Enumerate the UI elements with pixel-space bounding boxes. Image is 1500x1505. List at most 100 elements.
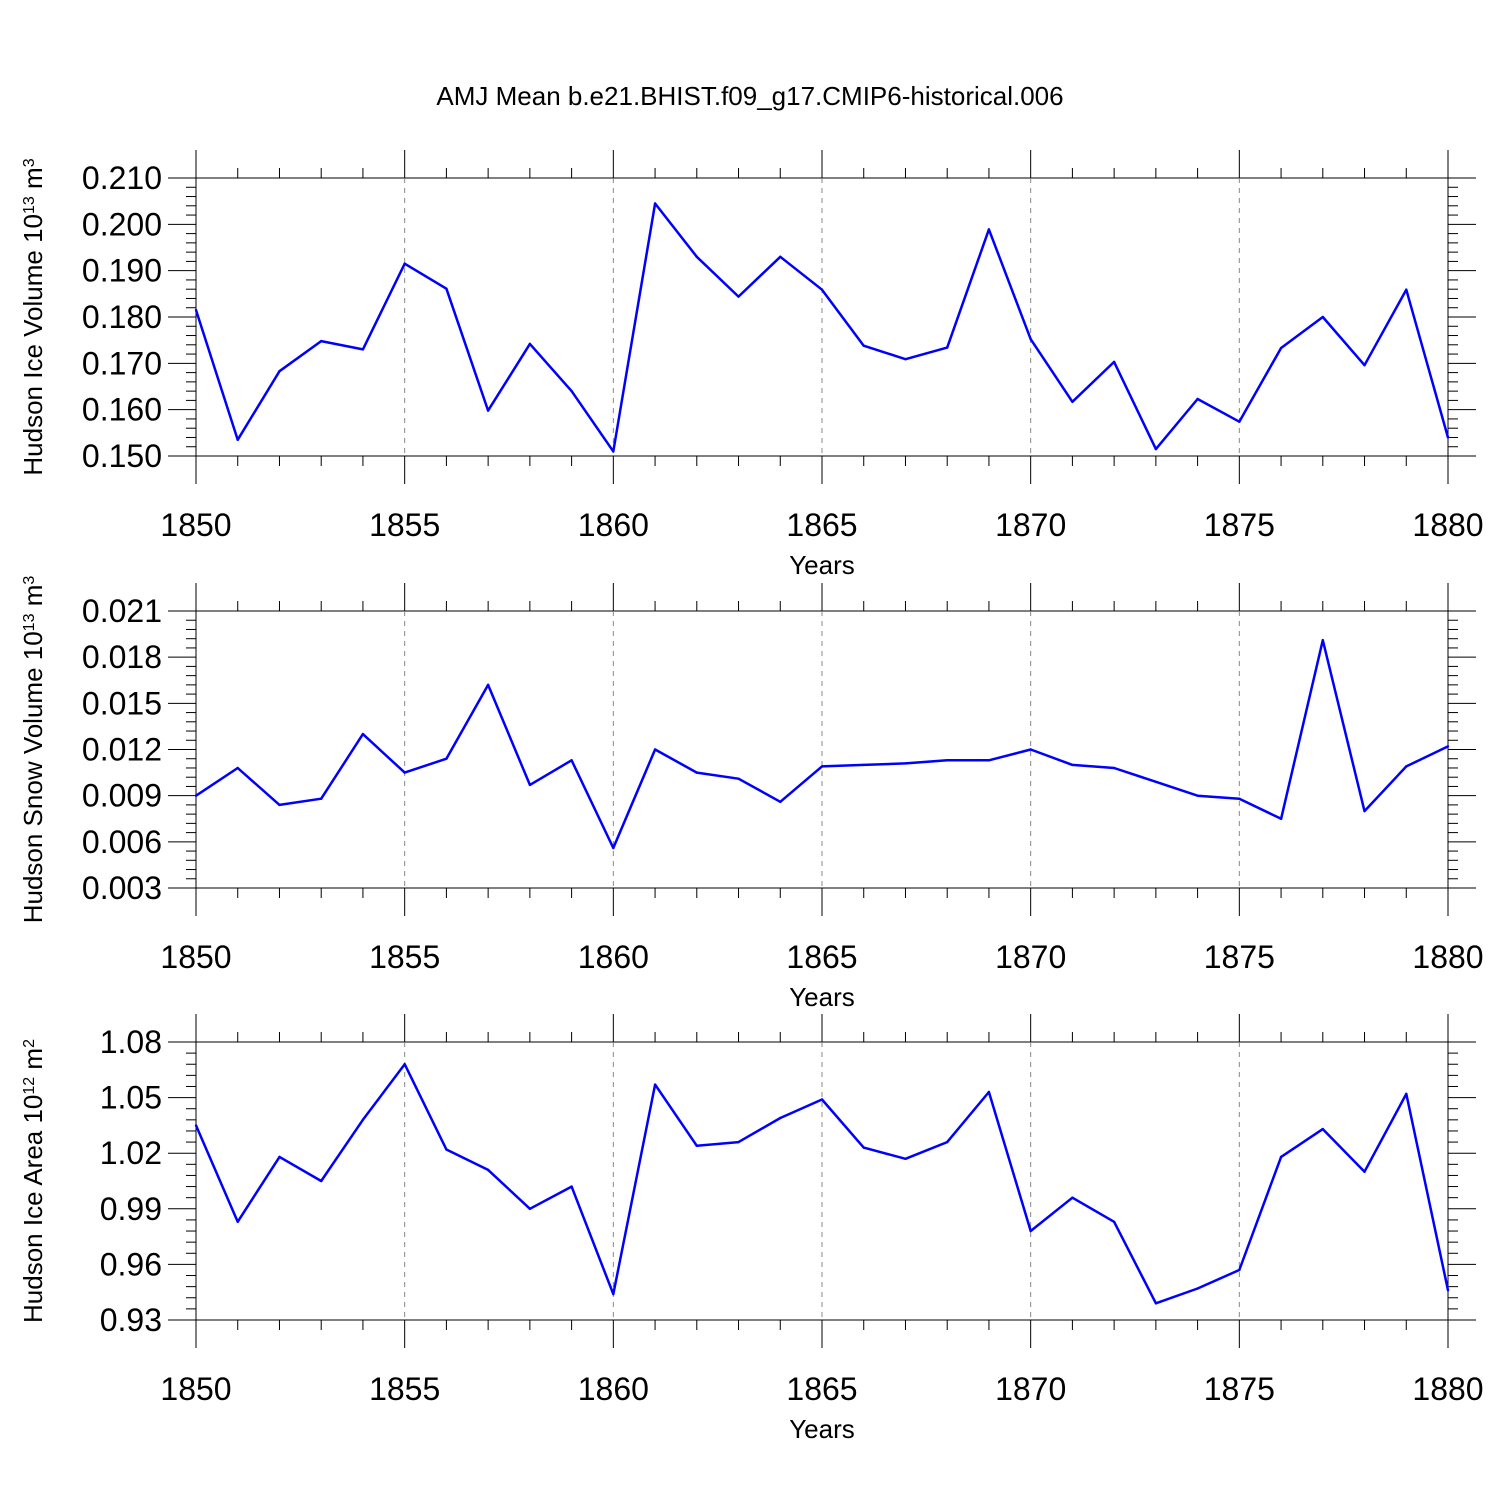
y-tick-label: 0.180	[82, 299, 162, 335]
y-tick-label: 0.93	[100, 1302, 162, 1338]
data-point-1865	[820, 765, 824, 768]
data-point-1852	[278, 1155, 281, 1159]
data-point-1876	[1279, 346, 1283, 350]
data-point-1853	[320, 1179, 323, 1183]
y-label-text: Hudson Snow Volume 10	[18, 631, 48, 923]
y-tick-label: 1.08	[100, 1024, 162, 1060]
data-point-1867	[904, 1157, 907, 1160]
y-label-superscript: 2	[21, 1039, 38, 1048]
data-point-1850	[194, 1124, 198, 1127]
x-tick-label: 1880	[1412, 1371, 1483, 1407]
data-point-1856	[445, 757, 448, 760]
data-point-1868	[946, 1140, 949, 1144]
x-tick-label: 1880	[1412, 507, 1483, 543]
data-point-1854	[361, 732, 365, 736]
x-tick-label: 1870	[995, 1371, 1066, 1407]
y-axis-label: Hudson Snow Volume 1013 m3	[18, 576, 48, 924]
data-point-1852	[278, 370, 281, 373]
x-tick-label: 1855	[369, 939, 440, 975]
data-point-1868	[946, 759, 949, 762]
data-point-1875	[1238, 1268, 1241, 1272]
y-tick-label: 0.170	[82, 345, 162, 381]
panel-2: 0.003 0.006 0.009 0.012 0.015 0.018 0.021 1850 1…	[18, 576, 1484, 1012]
x-tick-label: 1865	[786, 1371, 857, 1407]
data-point-1860	[612, 846, 615, 850]
data-point-1859	[570, 759, 573, 762]
data-point-1872	[1112, 766, 1116, 770]
y-label-text: m	[18, 585, 48, 614]
data-point-1879	[1405, 765, 1408, 768]
data-point-1862	[695, 771, 698, 774]
data-point-1865	[820, 1098, 824, 1101]
data-point-1853	[320, 339, 323, 343]
y-label-superscript: 13	[21, 196, 38, 214]
x-tick-label: 1860	[578, 507, 649, 543]
data-point-1862	[695, 1144, 698, 1147]
data-point-1851	[236, 766, 239, 770]
data-point-1874	[1196, 794, 1199, 797]
data-point-1876	[1279, 1155, 1283, 1159]
x-tick-label: 1875	[1204, 1371, 1275, 1407]
data-point-1874	[1196, 1287, 1199, 1290]
data-point-1870	[1029, 748, 1032, 751]
data-point-1857	[486, 683, 490, 687]
y-axis-label: Hudson Ice Area 1012 m2	[18, 1039, 48, 1323]
data-point-1863	[737, 295, 740, 298]
data-point-1880	[1446, 1289, 1450, 1292]
data-point-1874	[1196, 397, 1199, 401]
data-point-1856	[445, 287, 448, 290]
data-point-1871	[1071, 1196, 1074, 1199]
data-point-1871	[1071, 400, 1074, 403]
y-tick-label: 0.021	[82, 593, 162, 629]
data-point-1857	[486, 409, 490, 412]
data-point-1866	[862, 344, 865, 347]
data-point-1879	[1405, 1092, 1408, 1096]
y-tick-label: 0.015	[82, 685, 162, 721]
data-point-1869	[987, 228, 991, 231]
y-label-superscript: 3	[21, 576, 38, 585]
data-point-1873	[1154, 447, 1158, 451]
data-point-1855	[403, 1063, 406, 1066]
panels: 0.150 0.160 0.170 0.180 0.190 0.200 0.210 1850 1…	[18, 150, 1484, 1444]
y-label-text: Hudson Ice Volume 10	[18, 214, 48, 476]
data-point-1864	[779, 800, 782, 804]
data-point-1878	[1363, 1170, 1366, 1173]
data-point-1878	[1363, 363, 1366, 367]
data-point-1871	[1071, 763, 1074, 767]
y-tick-label: 0.99	[100, 1191, 162, 1227]
data-point-1877	[1321, 315, 1325, 319]
data-point-1861	[653, 1083, 657, 1086]
y-label-text: m	[18, 1048, 48, 1077]
y-tick-label: 0.160	[82, 392, 162, 428]
data-point-1864	[779, 255, 782, 258]
data-point-1852	[278, 803, 281, 807]
y-tick-label: 0.200	[82, 206, 162, 242]
data-point-1873	[1154, 780, 1158, 784]
data-point-1854	[361, 1118, 365, 1122]
data-point-1861	[653, 202, 657, 205]
data-point-1860	[612, 1292, 615, 1296]
data-point-1880	[1446, 436, 1450, 439]
y-label-text: Hudson Ice Area 10	[18, 1095, 48, 1323]
data-point-1875	[1238, 797, 1241, 800]
data-point-1870	[1029, 1229, 1032, 1233]
data-point-1859	[570, 389, 573, 393]
data-point-1854	[361, 348, 365, 351]
y-label-superscript: 3	[21, 158, 38, 167]
data-point-1879	[1405, 288, 1408, 291]
y-tick-label: 0.018	[82, 639, 162, 675]
y-tick-label: 0.96	[100, 1246, 162, 1282]
y-tick-label: 0.150	[82, 438, 162, 474]
data-point-1850	[194, 794, 198, 797]
data-point-1859	[570, 1185, 573, 1188]
x-tick-label: 1855	[369, 507, 440, 543]
x-axis-label: Years	[789, 1414, 855, 1444]
x-tick-label: 1860	[578, 939, 649, 975]
x-tick-label: 1855	[369, 1371, 440, 1407]
data-point-1850	[194, 308, 198, 312]
y-tick-label: 0.009	[82, 778, 162, 814]
data-point-1856	[445, 1148, 448, 1151]
data-point-1866	[862, 763, 865, 767]
x-tick-label: 1880	[1412, 939, 1483, 975]
